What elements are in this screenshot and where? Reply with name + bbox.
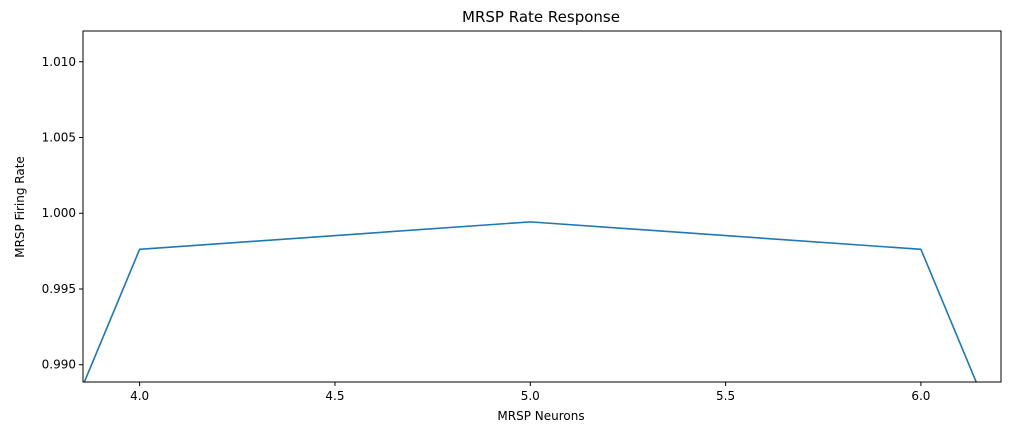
x-tick-label: 4.0 — [130, 389, 149, 403]
x-tick-label: 6.0 — [911, 389, 930, 403]
x-tick-label: 5.5 — [716, 389, 735, 403]
y-tick-label: 1.000 — [42, 206, 76, 220]
x-axis-label: MRSP Neurons — [497, 409, 584, 423]
y-tick-label: 0.995 — [42, 282, 76, 296]
x-tick-label: 4.5 — [325, 389, 344, 403]
axes-frame — [82, 30, 1002, 383]
y-tick-label: 1.005 — [42, 130, 76, 144]
plot-area: 4.0 4.5 5.0 5.5 6.0 0.990 0.995 1.000 1.005 1.010 — [42, 30, 1002, 403]
y-tick-label: 0.990 — [42, 358, 76, 372]
series-line-0 — [83, 221, 978, 382]
y-axis-label: MRSP Firing Rate — [13, 156, 27, 258]
chart-title: MRSP Rate Response — [462, 8, 620, 26]
y-tick-label: 1.010 — [42, 55, 76, 69]
x-tick-label: 5.0 — [521, 389, 540, 403]
